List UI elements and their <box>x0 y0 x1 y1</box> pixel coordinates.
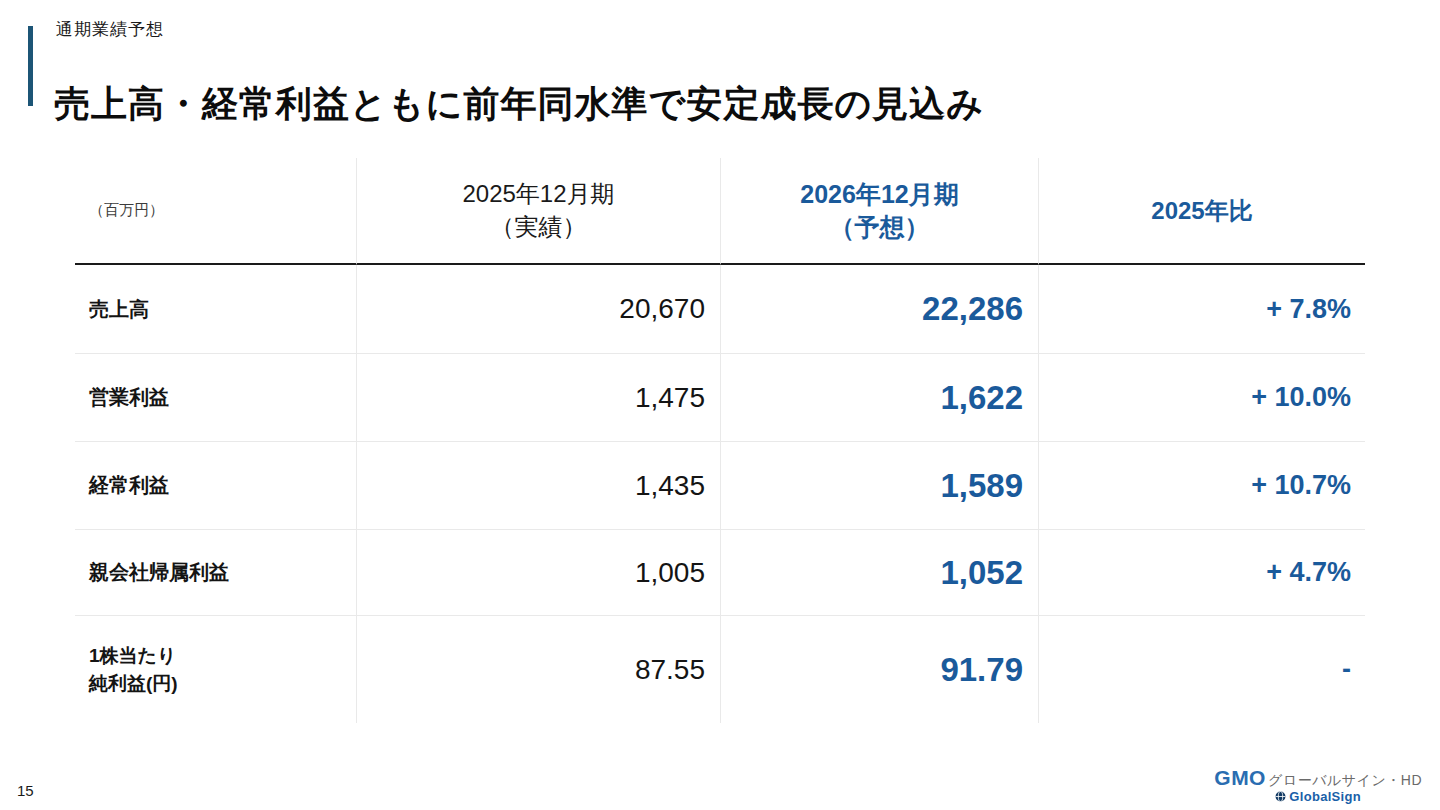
column-header-forecast: 2026年12月期 （予想） <box>721 158 1039 265</box>
row-operating-profit-yoy: + 10.0% <box>1039 354 1365 442</box>
slide-title: 売上高・経常利益ともに前年同水準で安定成長の見込み <box>54 80 984 129</box>
row-sales-forecast: 22,286 <box>721 265 1039 354</box>
table-unit-label: （百万円） <box>75 158 357 265</box>
slide-eyebrow: 通期業績予想 <box>56 18 164 41</box>
row-parent-net-profit-yoy: + 4.7% <box>1039 530 1365 616</box>
row-ordinary-profit-actual: 1,435 <box>357 442 721 530</box>
row-sales-actual: 20,670 <box>357 265 721 354</box>
gmo-globalsign-logo: GMO グローバルサイン・HD GlobalSign <box>1214 767 1422 803</box>
row-eps-actual: 87.55 <box>357 616 721 723</box>
row-parent-net-profit-forecast: 1,052 <box>721 530 1039 616</box>
row-label-eps: 1株当たり 純利益(円) <box>75 616 357 723</box>
globalsign-wordmark: GlobalSign <box>1289 790 1361 803</box>
column-header-yoy: 2025年比 <box>1039 158 1365 265</box>
page-number: 15 <box>17 782 34 799</box>
row-eps-yoy: - <box>1039 616 1365 723</box>
row-label-sales: 売上高 <box>75 265 357 354</box>
title-accent-bar <box>28 26 33 106</box>
row-operating-profit-forecast: 1,622 <box>721 354 1039 442</box>
row-parent-net-profit-actual: 1,005 <box>357 530 721 616</box>
logo-bottom-line: GlobalSign <box>1275 790 1361 803</box>
row-label-parent-net-profit: 親会社帰属利益 <box>75 530 357 616</box>
forecast-table: （百万円） 2025年12月期 （実績） 2026年12月期 （予想） 2025… <box>75 158 1365 723</box>
row-eps-forecast: 91.79 <box>721 616 1039 723</box>
row-ordinary-profit-yoy: + 10.7% <box>1039 442 1365 530</box>
column-header-actual: 2025年12月期 （実績） <box>357 158 721 265</box>
logo-company-name: グローバルサイン・HD <box>1268 773 1422 787</box>
row-ordinary-profit-forecast: 1,589 <box>721 442 1039 530</box>
row-operating-profit-actual: 1,475 <box>357 354 721 442</box>
row-sales-yoy: + 7.8% <box>1039 265 1365 354</box>
row-label-operating-profit: 営業利益 <box>75 354 357 442</box>
globe-icon <box>1275 791 1286 802</box>
logo-top-line: GMO グローバルサイン・HD <box>1214 767 1422 788</box>
row-label-ordinary-profit: 経常利益 <box>75 442 357 530</box>
gmo-wordmark: GMO <box>1214 767 1266 788</box>
